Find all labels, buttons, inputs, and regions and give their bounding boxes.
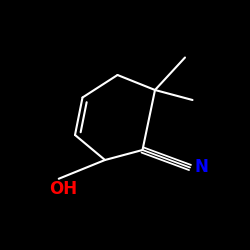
Text: OH: OH [49, 180, 77, 198]
Text: N: N [194, 158, 208, 176]
